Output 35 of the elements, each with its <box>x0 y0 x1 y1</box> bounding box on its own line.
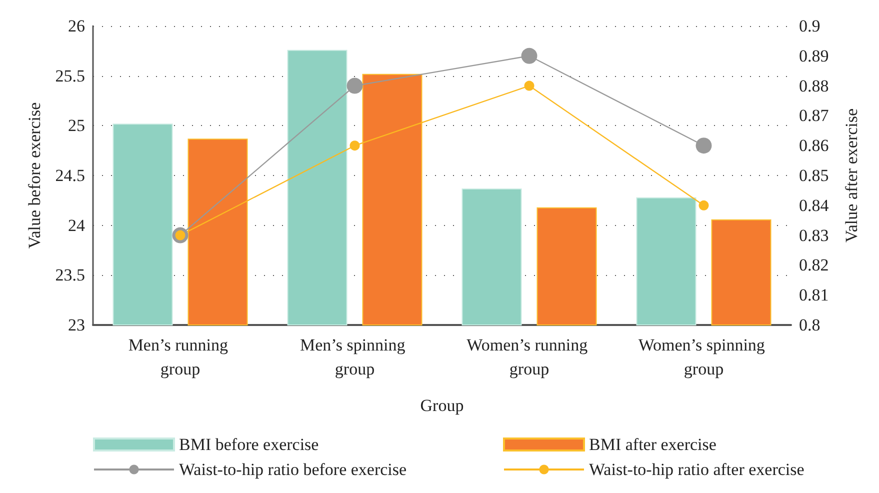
point <box>350 140 360 151</box>
y2-tick-label: 0.9 <box>799 16 820 36</box>
y2-tick-label: 0.86 <box>799 136 829 156</box>
y2-tick-label: 0.84 <box>799 196 830 215</box>
point <box>346 78 363 94</box>
x-tick-label: Men’s spinning group <box>300 336 410 378</box>
y2-tick-label: 0.85 <box>799 166 829 185</box>
y2-tick-label: 0.83 <box>799 226 829 245</box>
y-tick-label: 24.5 <box>55 166 85 185</box>
y2-tick-label: 0.8 <box>799 316 820 334</box>
x-tick-label: Women’s running group <box>466 336 592 378</box>
y2-tick-label: 0.81 <box>799 286 829 305</box>
point <box>524 80 534 91</box>
legend-label: BMI before exercise <box>179 435 319 454</box>
y2-tick-label: 0.88 <box>799 76 829 96</box>
y-tick-label: 24 <box>68 216 86 235</box>
x-axis-title: Group <box>420 396 464 415</box>
legend-label: BMI after exercise <box>589 435 716 454</box>
point <box>696 138 712 154</box>
y-tick-label: 23 <box>68 316 85 334</box>
y-tick-label: 23.5 <box>55 266 85 285</box>
y-axis-title: Value before exercise <box>25 102 44 249</box>
legend-label: Waist-to-hip ratio after exercise <box>589 460 804 479</box>
x-tick-label: Women’s spinning group <box>638 336 770 378</box>
y-tick-label: 25 <box>68 116 85 136</box>
legend-label: Waist-to-hip ratio before exercise <box>179 460 407 479</box>
y2-axis-title: Value after exercise <box>842 108 861 243</box>
y2-tick-label: 0.89 <box>799 46 829 66</box>
x-tick-label: Men’s running group <box>128 336 232 378</box>
point <box>521 48 538 64</box>
y-tick-label: 25.5 <box>55 66 85 86</box>
y2-tick-label: 0.87 <box>799 106 830 126</box>
y-tick-label: 26 <box>68 16 85 36</box>
point <box>698 200 709 210</box>
y2-tick-label: 0.82 <box>799 256 829 275</box>
